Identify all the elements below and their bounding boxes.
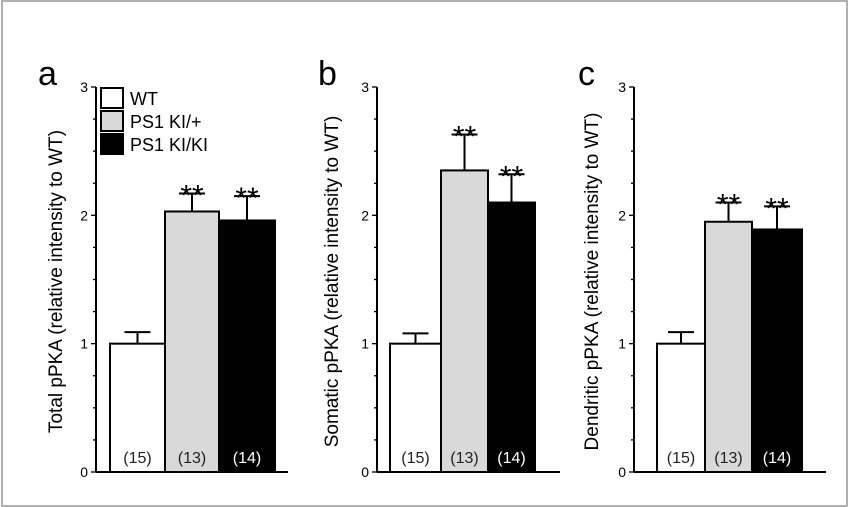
y-tick-label: 0 [361, 464, 369, 480]
panel-c: c Dendritic pPKA (relative intensity to W… [578, 55, 826, 480]
n-label: (13) [714, 450, 742, 467]
y-tick-label: 1 [361, 336, 369, 352]
n-label: (15) [401, 450, 429, 467]
bar-wt [109, 342, 166, 473]
bar-ps1-ki- [440, 169, 489, 474]
panel-a: a Total pPKA (relative intensity to WT) 0 1… [38, 55, 288, 480]
legend-swatch [100, 87, 124, 109]
significance-marker: ** [235, 182, 259, 215]
significance-marker: ** [717, 189, 741, 222]
y-tick-label: 2 [80, 207, 88, 223]
legend-swatch [100, 110, 124, 132]
significance-marker: ** [500, 160, 524, 193]
significance-marker: ** [765, 192, 789, 225]
significance-marker: ** [453, 120, 477, 153]
panel-label: b [318, 55, 337, 93]
y-tick-label: 1 [80, 336, 88, 352]
bar-ps1-ki- [164, 210, 220, 473]
n-label: (14) [233, 450, 261, 467]
y-axis-label: Dendritic pPKA (relative intensity to WT… [582, 113, 603, 451]
y-tick-label: 3 [80, 79, 88, 95]
bar-ps1-ki-ki [218, 219, 276, 473]
n-label: (14) [497, 450, 525, 467]
bar-ps1-ki- [704, 220, 753, 473]
y-tick-label: 2 [361, 207, 369, 223]
n-label: (15) [667, 450, 695, 467]
bar-ps1-ki-ki [487, 201, 536, 473]
n-label: (13) [178, 450, 206, 467]
n-label: (13) [450, 450, 478, 467]
y-tick-label: 1 [618, 336, 626, 352]
y-axis-label: Total pPKA (relative intensity to WT) [46, 130, 67, 433]
y-axis-label: Somatic pPKA (relative intensity to WT) [322, 116, 343, 448]
significance-marker: ** [180, 180, 204, 213]
y-tick-label: 3 [618, 79, 626, 95]
y-tick-label: 3 [361, 79, 369, 95]
panel-label: a [38, 55, 57, 93]
panel-label: c [578, 55, 595, 93]
y-tick-label: 2 [618, 207, 626, 223]
bar-ps1-ki-ki [751, 228, 803, 473]
y-tick-label: 0 [80, 464, 88, 480]
panel-b: b Somatic pPKA (relative intensity to WT)… [318, 55, 560, 480]
y-tick-label: 0 [618, 464, 626, 480]
n-label: (15) [123, 450, 151, 467]
legend-label: PS1 KI/+ [130, 112, 202, 132]
legend-label: WT [130, 89, 158, 109]
n-label: (14) [763, 450, 791, 467]
legend-swatch [100, 133, 124, 155]
legend-label: PS1 KI/KI [130, 135, 208, 155]
